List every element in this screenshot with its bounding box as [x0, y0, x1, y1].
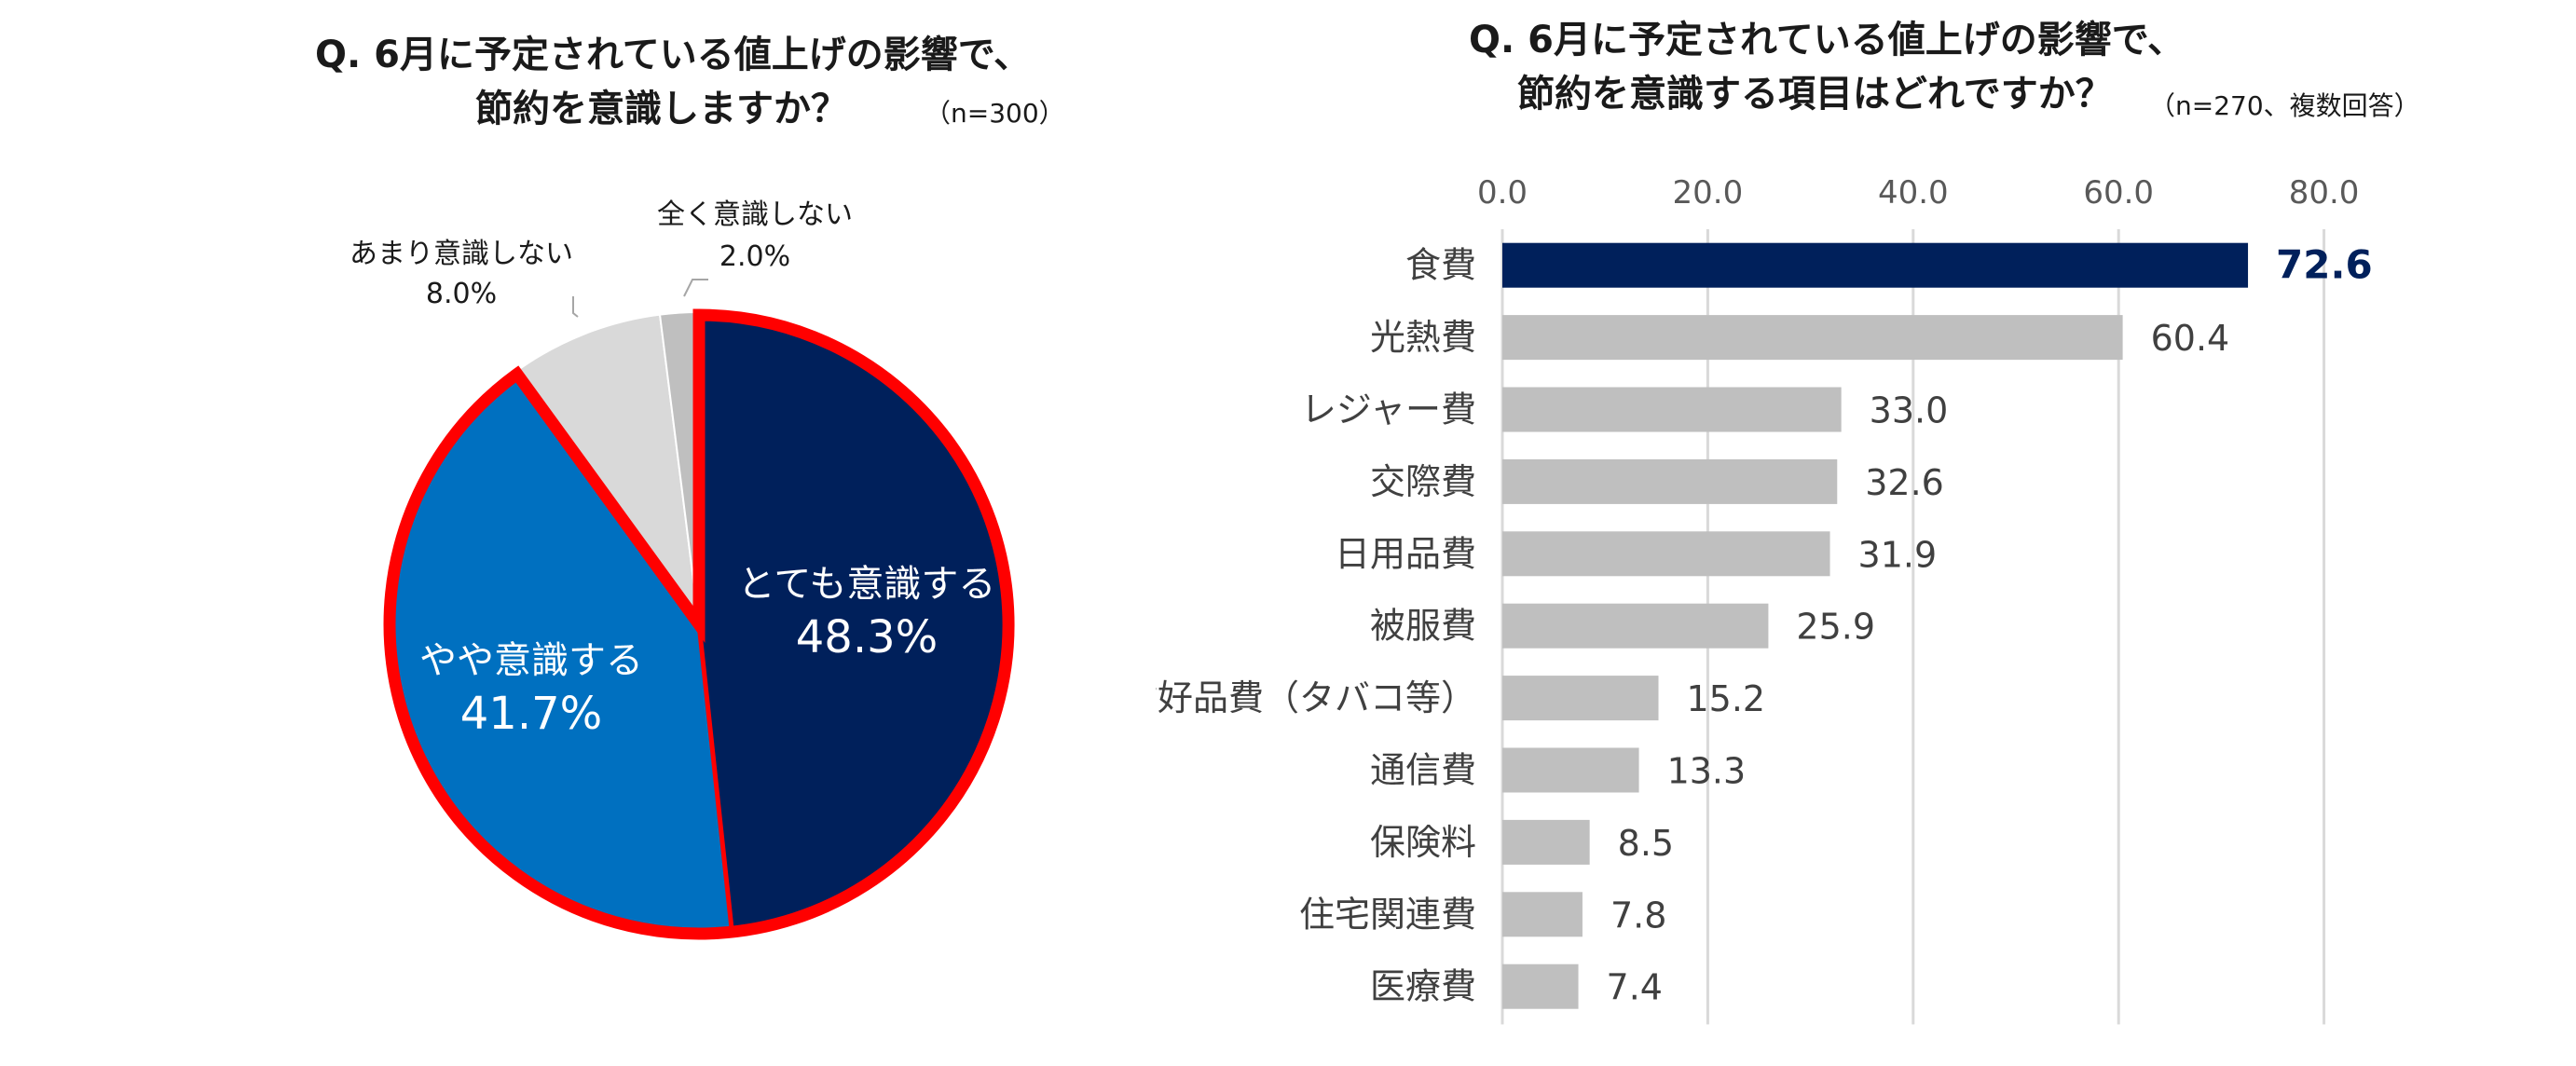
category-label: レジャー費: [1301, 390, 1476, 430]
data-label: 33.0: [1870, 390, 1949, 431]
x-tick-label: 0.0: [1477, 174, 1528, 212]
x-tick-label: 60.0: [2083, 174, 2154, 212]
data-label: 7.8: [1610, 895, 1666, 936]
pie-highlight-divider: [696, 623, 734, 933]
bar: [1502, 458, 1838, 504]
pie-leader-line-2: [572, 296, 579, 318]
category-label: 被服費: [1370, 606, 1476, 647]
pie-chart-title-line1: Q. 6月に予定されている値上げの影響で、: [315, 34, 1032, 76]
x-tick-label: 80.0: [2289, 174, 2360, 212]
bar-chart-sample-note: （n=270、複数回答）: [2149, 90, 2420, 121]
pie-slice-value-2: 8.0%: [426, 278, 497, 310]
data-label: 60.4: [2151, 318, 2230, 359]
pie-highlight-outline: [383, 308, 1015, 940]
pie-chart-panel: Q. 6月に予定されている値上げの影響で、 節約を意識しますか？ （n=300）…: [0, 0, 1193, 1066]
bar: [1502, 603, 1769, 649]
category-label: 医療費: [1370, 966, 1476, 1007]
bar: [1502, 242, 2249, 288]
data-label: 31.9: [1858, 534, 1938, 575]
bar: [1502, 747, 1639, 793]
category-label: 交際費: [1370, 461, 1476, 502]
category-label: 食費: [1405, 245, 1476, 286]
bar: [1502, 676, 1659, 721]
pie-chart: とても意識する 48.3% やや意識する 41.7% あまり意識しない 8.0% 全く意識し…: [349, 198, 1015, 940]
pie-leader-line-3: [683, 279, 708, 297]
data-label: 8.5: [1618, 823, 1674, 864]
pie-slice-label-0: とても意識する: [738, 563, 996, 606]
pie-slice-value-0: 48.3%: [796, 611, 938, 663]
data-label: 13.3: [1667, 751, 1747, 792]
pie-slice-label-2: あまり意識しない: [349, 238, 573, 270]
data-label: 32.6: [1865, 462, 1944, 503]
pie-slice-2: [514, 313, 700, 625]
category-label: 住宅関連費: [1299, 894, 1476, 935]
data-label: 72.6: [2276, 242, 2373, 288]
bar-chart-title-line1: Q. 6月に予定されている値上げの影響で、: [1469, 19, 2185, 62]
bar: [1502, 964, 1579, 1009]
pie-slice-value-1: 41.7%: [460, 688, 602, 740]
bar: [1502, 892, 1583, 937]
bar-chart-panel: Q. 6月に予定されている値上げの影響で、 節約を意識する項目はどれですか？ （…: [1156, 0, 2576, 1066]
bar: [1502, 531, 1830, 577]
pie-slice-value-3: 2.0%: [719, 240, 790, 273]
x-tick-label: 40.0: [1878, 174, 1949, 212]
pie-chart-sample-note: （n=300）: [925, 98, 1065, 129]
bar: [1502, 819, 1590, 865]
pie-slice-label-1: やや意識する: [419, 639, 643, 682]
category-label: 光熱費: [1370, 317, 1476, 358]
bar: [1502, 387, 1842, 432]
pie-chart-title-line2: 節約を意識しますか？: [475, 88, 848, 130]
category-label: 日用品費: [1335, 533, 1476, 574]
bar-chart: 0.0 20.0 40.0 60.0 80.0 食費 72.6 光熱費 60.4 レジャー費 33.…: [1156, 174, 2373, 1025]
category-label: 通信費: [1370, 750, 1476, 791]
data-label: 15.2: [1687, 678, 1766, 719]
category-label: 保険料: [1370, 822, 1476, 863]
x-tick-label: 20.0: [1673, 174, 1744, 212]
category-label: 嗜好品費（タバコ等）: [1156, 677, 1476, 718]
pie-slice-label-3: 全く意識しない: [657, 198, 853, 231]
bar: [1502, 315, 2123, 361]
bar-chart-title-line2: 節約を意識する項目はどれですか？: [1517, 73, 2113, 116]
data-label: 25.9: [1796, 607, 1875, 648]
data-label: 7.4: [1607, 967, 1663, 1008]
